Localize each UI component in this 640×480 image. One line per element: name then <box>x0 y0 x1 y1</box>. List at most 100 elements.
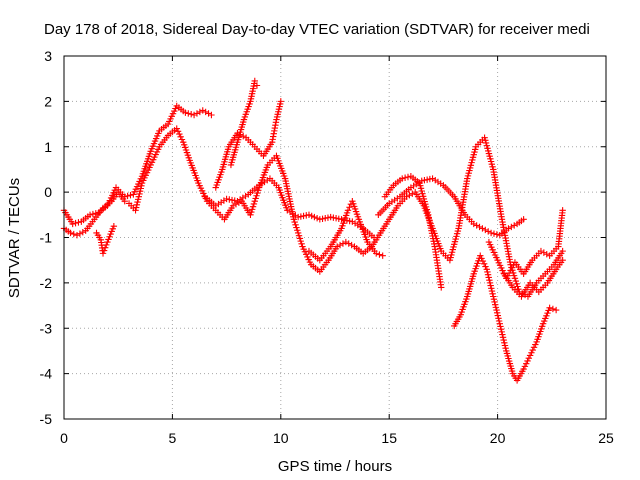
data-marker <box>177 133 184 140</box>
data-marker <box>492 304 500 311</box>
data-marker <box>488 285 495 292</box>
data-marker <box>101 244 109 251</box>
data-marker <box>253 192 260 199</box>
y-tick-label: -3 <box>40 320 53 336</box>
data-marker <box>100 247 108 254</box>
chart-title: Day 178 of 2018, Sidereal Day-to-day VTE… <box>44 21 590 38</box>
data-marker <box>199 107 206 114</box>
data-marker <box>99 250 107 257</box>
data-marker <box>499 331 506 338</box>
data-marker <box>324 214 332 221</box>
data-marker <box>237 131 244 138</box>
data-marker <box>409 190 416 197</box>
data-marker <box>313 215 321 222</box>
data-marker <box>250 200 258 208</box>
data-marker <box>479 225 486 232</box>
data-marker <box>483 266 490 273</box>
data-marker <box>488 287 496 295</box>
y-tick-label: 3 <box>44 48 52 64</box>
x-tick-label: 0 <box>60 430 68 446</box>
y-tick-label: -5 <box>40 411 53 427</box>
data-marker <box>480 260 488 268</box>
data-marker <box>132 204 140 211</box>
data-marker <box>470 220 477 228</box>
data-marker <box>484 271 492 278</box>
data-marker <box>501 339 508 346</box>
data-marker <box>182 109 189 116</box>
data-marker <box>482 226 489 234</box>
data-marker <box>332 215 340 222</box>
data-marker <box>190 111 198 119</box>
y-tick-label: -4 <box>40 366 53 382</box>
data-marker <box>249 203 257 210</box>
x-tick-label: 25 <box>598 430 614 446</box>
data-marker <box>293 224 300 231</box>
data-marker <box>255 187 262 194</box>
data-marker <box>501 342 509 349</box>
data-marker <box>178 136 186 143</box>
data-marker <box>521 363 529 370</box>
data-points <box>60 77 566 384</box>
data-marker <box>379 252 386 259</box>
data-marker <box>426 175 434 183</box>
data-marker <box>490 293 497 300</box>
data-marker <box>339 240 347 247</box>
data-marker <box>132 207 139 214</box>
series-trace-d <box>227 77 261 169</box>
y-tick-label: -2 <box>40 275 53 291</box>
data-marker <box>370 234 378 241</box>
data-marker <box>346 204 353 211</box>
data-marker <box>202 108 209 116</box>
data-marker <box>520 216 527 223</box>
data-marker <box>399 175 406 182</box>
data-marker <box>295 232 303 239</box>
data-marker <box>510 272 518 279</box>
data-marker <box>345 240 352 247</box>
data-marker <box>298 240 305 248</box>
data-marker <box>476 223 483 231</box>
data-marker <box>486 279 494 287</box>
data-marker <box>248 206 256 213</box>
data-marker <box>232 201 240 208</box>
series-trace-e <box>212 98 284 191</box>
data-marker <box>92 210 99 217</box>
data-marker <box>496 320 503 327</box>
data-marker <box>494 312 502 319</box>
data-marker <box>559 256 566 264</box>
data-marker <box>277 98 284 105</box>
data-marker <box>502 345 509 352</box>
data-marker <box>487 229 495 237</box>
data-marker <box>234 129 241 137</box>
data-marker <box>338 216 345 223</box>
data-marker <box>69 220 76 228</box>
series-trace-b <box>60 102 215 228</box>
data-marker <box>478 255 485 262</box>
series-trace-k <box>485 207 566 282</box>
data-marker <box>477 252 484 259</box>
data-marker <box>121 193 128 200</box>
series-trace-i <box>381 173 445 291</box>
data-marker <box>228 196 236 204</box>
data-marker <box>103 241 110 249</box>
data-marker <box>291 218 298 226</box>
data-marker <box>497 325 505 333</box>
data-marker <box>482 263 489 270</box>
data-marker <box>529 346 536 354</box>
data-marker <box>484 268 491 276</box>
data-marker <box>520 365 527 373</box>
data-marker <box>72 219 79 227</box>
data-marker <box>438 284 445 291</box>
data-marker <box>187 111 195 118</box>
data-marker <box>376 251 383 258</box>
y-tick-label: 0 <box>44 184 52 200</box>
data-marker <box>174 128 182 135</box>
data-marker <box>86 211 94 219</box>
series-trace-j <box>451 252 560 384</box>
series-trace-g <box>305 198 386 264</box>
data-marker <box>327 213 334 221</box>
data-marker <box>137 185 144 192</box>
data-marker <box>333 243 341 250</box>
data-marker <box>290 216 298 223</box>
y-axis-title: SDTVAR / TECUs <box>6 178 23 298</box>
